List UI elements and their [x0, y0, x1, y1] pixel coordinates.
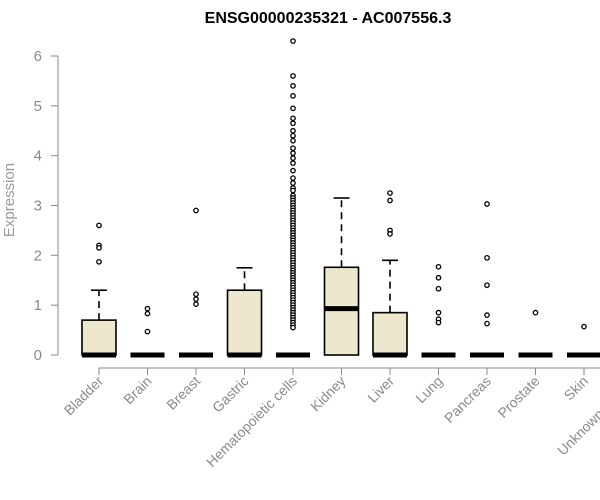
box-prostate	[518, 309, 553, 358]
outlier-point	[290, 167, 296, 174]
box-pancreas	[470, 201, 504, 358]
outlier-point	[290, 324, 296, 331]
box-bladder	[81, 222, 117, 358]
y-tick-label: 2	[34, 247, 42, 264]
outlier-point	[96, 222, 102, 229]
y-tick-label: 0	[34, 347, 42, 364]
outlier-point	[290, 180, 296, 186]
outlier-point	[484, 282, 490, 289]
x-tick-label: Gastric	[209, 373, 252, 416]
outlier-point	[290, 145, 296, 152]
outlier-point	[290, 150, 296, 157]
outlier-point	[484, 320, 490, 327]
outlier-point	[290, 132, 296, 139]
outlier-point	[144, 305, 151, 312]
box-lung	[421, 263, 456, 358]
x-tick-label: Prostate	[494, 373, 542, 421]
y-tick-label: 1	[34, 297, 42, 314]
outlier-point	[290, 115, 296, 122]
box-hematopoietic-cells	[276, 38, 310, 358]
x-tick-label: Pancreas	[441, 373, 494, 426]
box-kidney	[323, 197, 360, 356]
outlier-point	[290, 120, 296, 127]
box-rect	[372, 311, 408, 356]
outlier-point	[484, 201, 490, 207]
x-tick-label: Hematopoietic cells	[203, 373, 300, 470]
outlier-point	[290, 105, 296, 112]
outlier-point	[290, 137, 296, 144]
outlier-point	[144, 310, 151, 317]
box-brain	[130, 305, 165, 358]
box-breast	[179, 207, 213, 358]
outlier-point	[435, 319, 442, 326]
box-rect	[226, 289, 263, 356]
outlier-point	[484, 312, 490, 318]
box-rect	[81, 319, 117, 356]
outlier-point	[290, 187, 296, 194]
x-tick-label: Breast	[163, 373, 203, 413]
y-axis: 0 1 2 3 4 5 6	[34, 48, 59, 364]
x-tick-label: Liver	[364, 373, 397, 406]
x-tick-label: Brain	[120, 373, 154, 407]
outlier-point	[290, 175, 296, 181]
outlier-point	[435, 285, 442, 292]
outlier-point	[290, 93, 296, 99]
box-gastric	[226, 266, 263, 358]
y-tick-label: 5	[34, 98, 42, 115]
outlier-point	[435, 309, 442, 316]
x-tick-label: Skin	[561, 373, 592, 404]
outlier-point	[193, 291, 199, 298]
outlier-point	[290, 160, 296, 166]
outlier-point	[387, 231, 393, 237]
outlier-point	[96, 245, 102, 251]
x-tick-label: Kidney	[307, 373, 349, 415]
y-tick-label: 6	[34, 48, 42, 65]
outlier-point	[193, 301, 199, 308]
outlier-point	[484, 254, 490, 261]
box-series	[81, 38, 600, 358]
outlier-point	[290, 73, 296, 79]
outlier-point	[144, 328, 151, 335]
y-tick-label: 3	[34, 198, 42, 215]
y-tick-label: 4	[34, 148, 42, 165]
box-liver	[372, 190, 408, 358]
outlier-point	[387, 190, 393, 196]
outlier-point	[435, 263, 442, 270]
outlier-point	[290, 38, 296, 44]
x-tick-label: Bladder	[61, 373, 107, 419]
outlier-point	[96, 258, 102, 265]
outlier-point	[435, 274, 442, 281]
y-axis-label: Expression	[1, 163, 18, 237]
outlier-point	[193, 207, 199, 214]
outlier-point	[387, 197, 393, 204]
outlier-point	[290, 83, 296, 89]
box-skin	[567, 323, 600, 358]
outlier-point	[290, 155, 296, 162]
x-tick-label: Lung	[412, 373, 445, 406]
outlier-point	[290, 127, 296, 134]
chart-title: ENSG00000235321 - AC007556.3	[205, 10, 452, 27]
outlier-point	[193, 296, 199, 303]
outlier-point	[532, 309, 539, 316]
outlier-point	[581, 323, 587, 330]
